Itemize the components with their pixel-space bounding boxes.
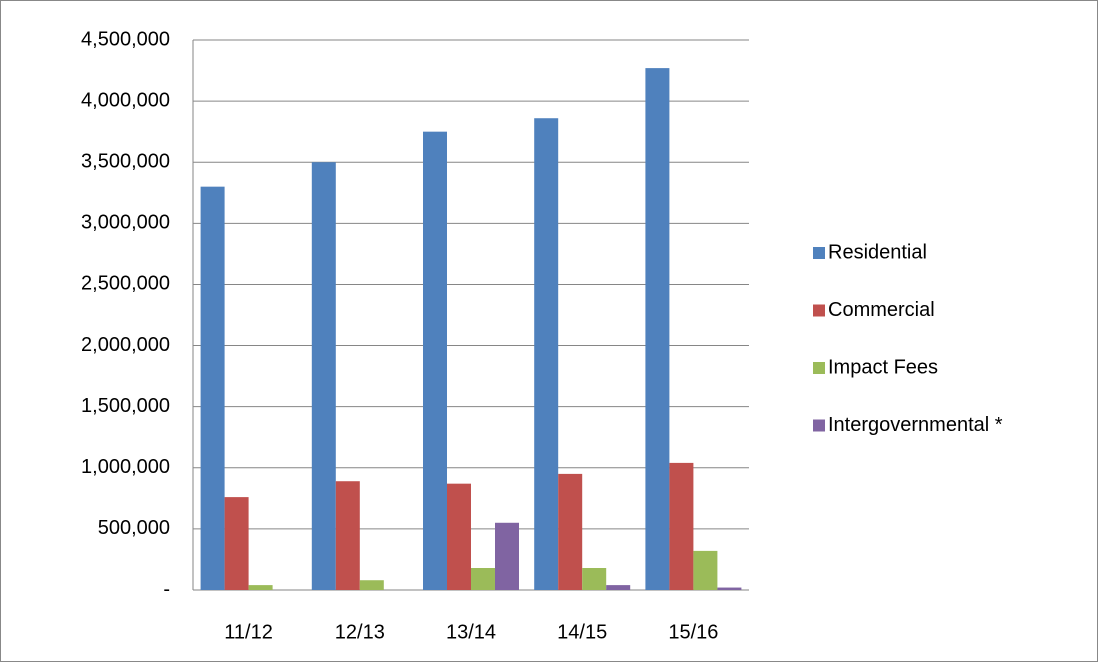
bar xyxy=(582,568,607,590)
bar xyxy=(359,580,384,590)
bar xyxy=(248,585,273,590)
legend-label: Impact Fees xyxy=(828,356,938,378)
bar xyxy=(534,118,559,590)
y-tick-label: 4,500,000 xyxy=(81,28,170,50)
y-tick-label: 1,000,000 xyxy=(81,456,170,478)
legend-label: Intergovernmental * xyxy=(828,414,1003,436)
legend-label: Commercial xyxy=(828,299,935,321)
legend-swatch xyxy=(813,362,825,374)
y-tick-label: 500,000 xyxy=(98,517,170,539)
bar xyxy=(224,497,249,590)
bar xyxy=(447,483,471,590)
bar xyxy=(558,473,583,590)
y-tick-label: 2,000,000 xyxy=(81,334,170,356)
y-tick-label: 3,500,000 xyxy=(81,151,170,173)
bar xyxy=(669,462,694,590)
y-tick-label: 2,500,000 xyxy=(81,273,170,295)
legend-swatch xyxy=(813,419,825,432)
bar xyxy=(311,162,336,590)
bar xyxy=(495,522,519,590)
legend-swatch xyxy=(813,247,825,259)
y-tick-label: - xyxy=(163,578,170,600)
x-tick-label: 14/15 xyxy=(557,621,607,643)
bar xyxy=(423,131,447,590)
bar xyxy=(471,568,495,590)
bar xyxy=(606,585,631,590)
y-tick-label: 1,500,000 xyxy=(81,395,170,417)
legend-label: Residential xyxy=(828,241,927,263)
legend-swatch xyxy=(813,304,825,317)
bar xyxy=(200,186,225,590)
bar xyxy=(335,481,360,590)
x-tick-label: 15/16 xyxy=(668,621,718,643)
x-tick-label: 12/13 xyxy=(335,621,385,643)
y-tick-label: 4,000,000 xyxy=(81,89,170,111)
bar xyxy=(645,68,670,591)
x-tick-label: 13/14 xyxy=(446,621,496,643)
bar xyxy=(717,587,742,590)
bar xyxy=(693,550,718,590)
y-tick-label: 3,000,000 xyxy=(81,212,170,234)
x-tick-label: 11/12 xyxy=(224,621,273,643)
